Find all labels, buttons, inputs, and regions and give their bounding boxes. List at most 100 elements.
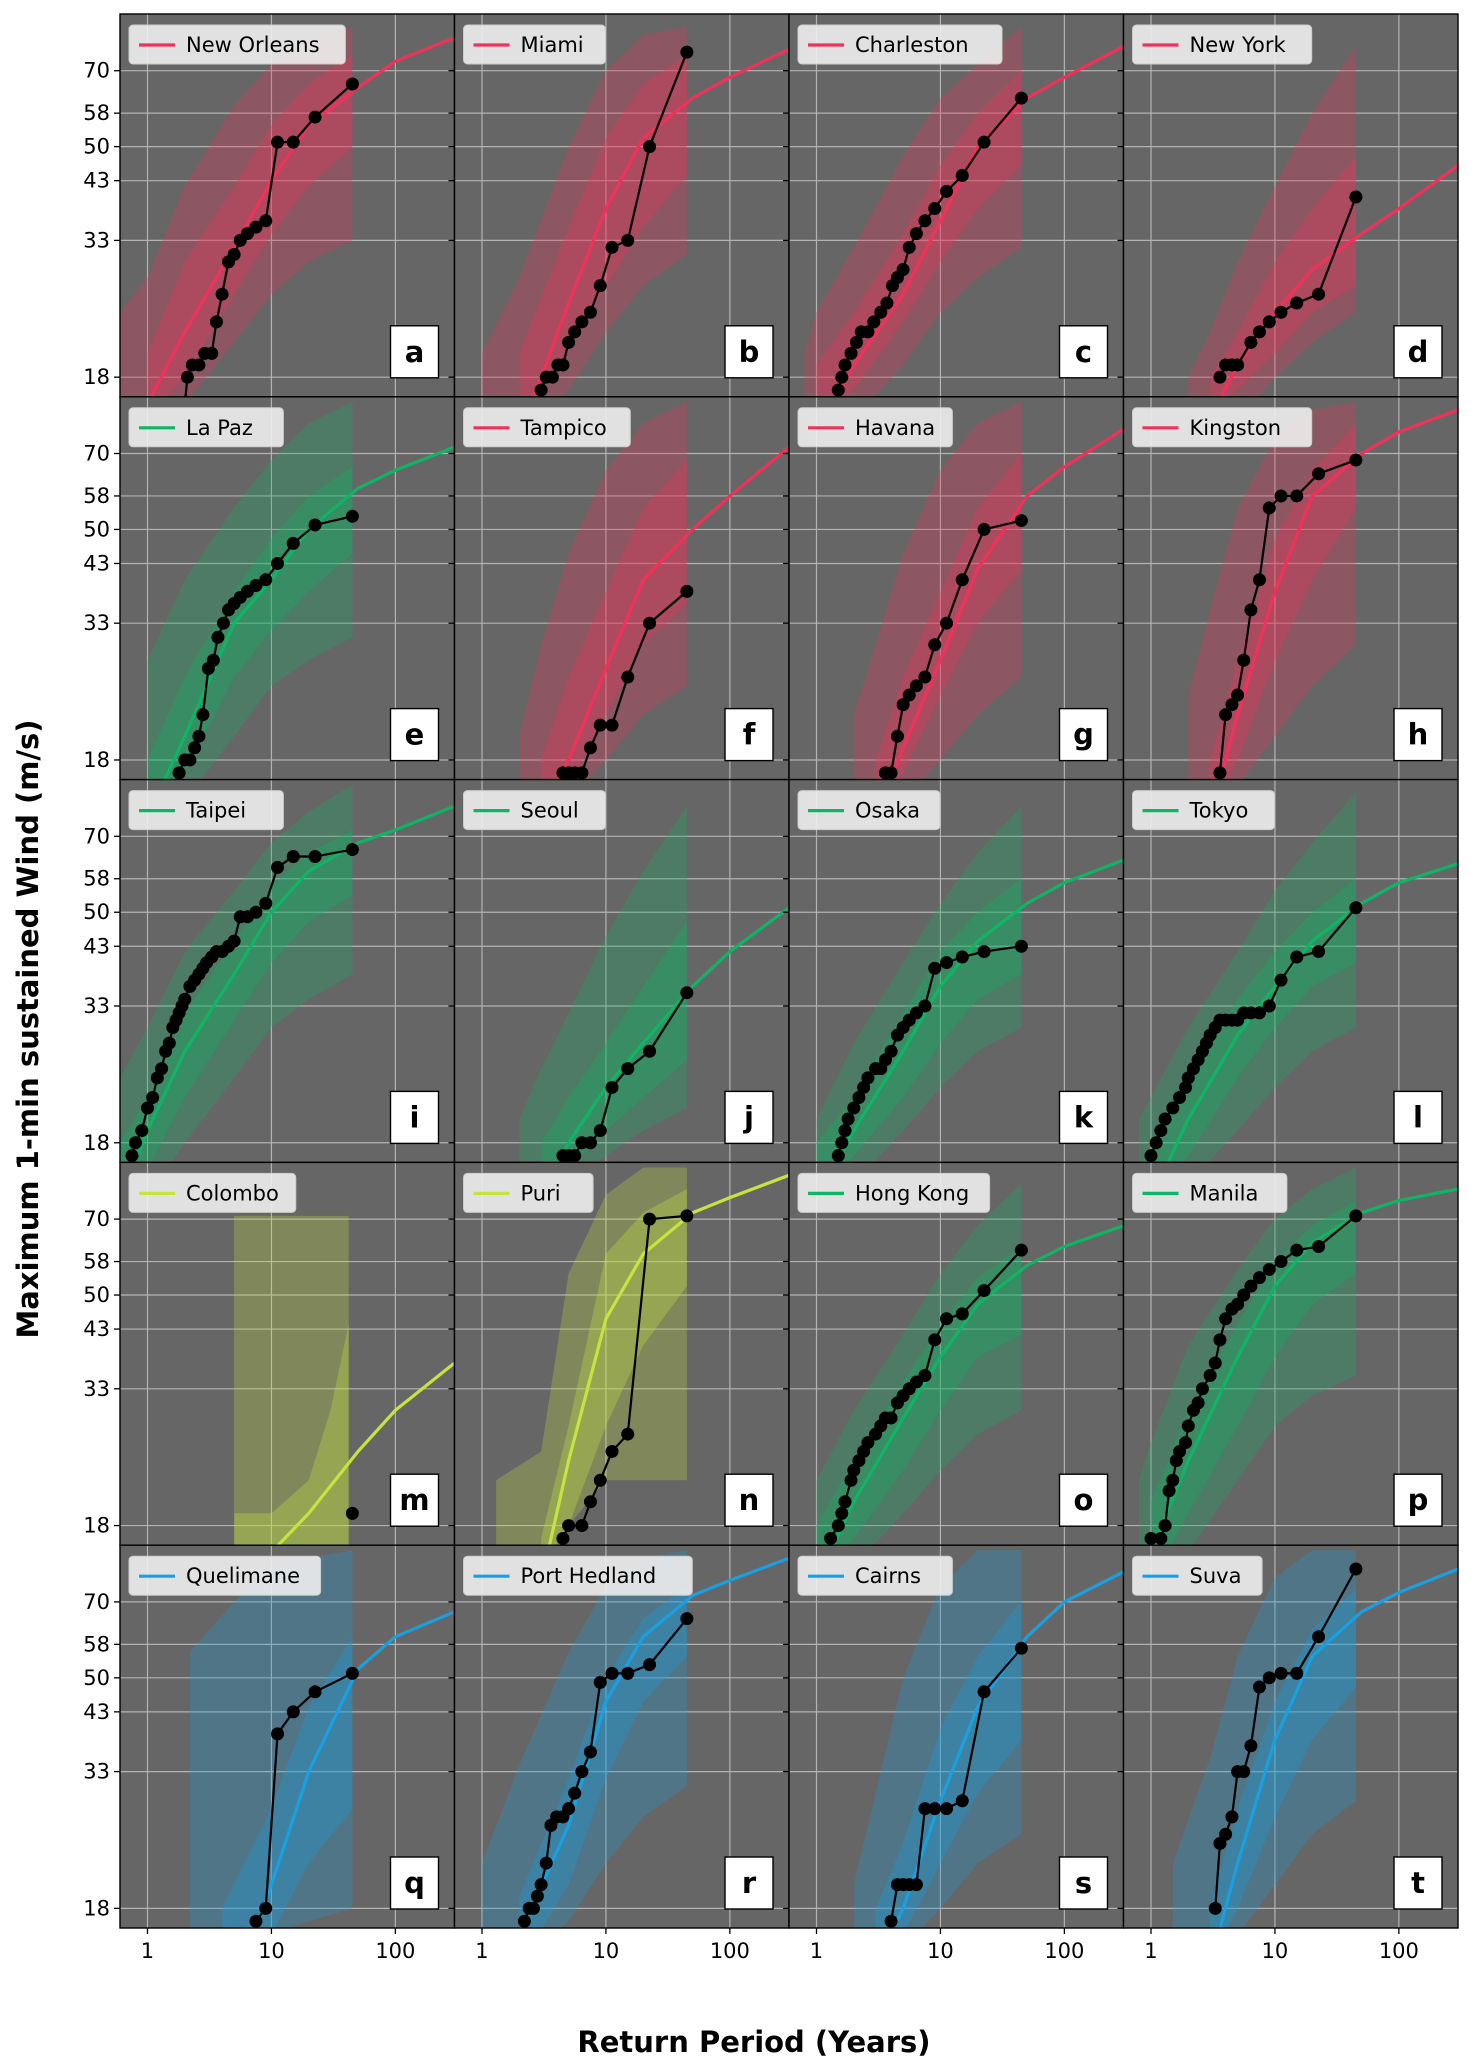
observed-point: [1208, 1356, 1222, 1370]
observed-point: [955, 1307, 969, 1321]
observed-point: [1290, 1666, 1304, 1680]
y-tick-label: 70: [83, 59, 110, 83]
plot-area: [120, 1162, 455, 1546]
observed-point: [140, 1101, 154, 1115]
plot-area: [789, 396, 1124, 780]
confidence-band-inner: [234, 1323, 349, 1546]
observed-point: [146, 1090, 160, 1104]
observed-point: [1231, 1297, 1245, 1311]
observed-point: [1191, 1396, 1205, 1410]
observed-point: [1349, 1209, 1363, 1223]
legend-box: [797, 1172, 991, 1213]
observed-point: [1179, 1436, 1193, 1450]
panel-s: 1 10 100 Cairns s: [783, 1544, 1125, 1963]
model-line: [888, 427, 1124, 780]
y-tick-label: 33: [83, 994, 110, 1018]
observed-point: [1274, 1255, 1288, 1269]
observed-point: [216, 616, 230, 630]
panel-frame: [1122, 1544, 1459, 1929]
observed-point: [1312, 287, 1326, 301]
legend: Seoul: [463, 790, 606, 831]
legend-box: [463, 790, 606, 831]
observed-point: [849, 335, 863, 349]
observed-point: [896, 698, 910, 712]
observed-point: [1014, 514, 1028, 528]
panel-f: Tampico f: [448, 396, 790, 781]
panels: 18 33 43 50 58 70 New Orleans a Miami b Charleston…: [83, 13, 1459, 1963]
panel-t: 1 10 100 Suva t: [1117, 1544, 1459, 1963]
confidence-band-outer: [481, 26, 687, 397]
model-line: [557, 906, 789, 1163]
observed-point: [841, 1112, 855, 1126]
panel-k: Osaka k: [783, 778, 1125, 1164]
legend: Hong Kong: [797, 1172, 991, 1213]
panel-label: m: [399, 1483, 429, 1517]
observed-point: [844, 346, 858, 360]
model-line: [1166, 862, 1458, 1163]
y-tick-label: 58: [83, 1632, 110, 1656]
legend-box: [128, 407, 284, 448]
observed-point: [286, 135, 300, 149]
x-tick-label: 1: [141, 1939, 154, 1963]
panel-g: Havana g: [783, 396, 1125, 781]
legend-box: [1132, 1172, 1288, 1213]
panel-label-box: [1393, 1473, 1443, 1527]
observed-point: [1349, 901, 1363, 915]
panel-q: 18 33 43 50 58 70 1 10 100 Quelimane q: [83, 1544, 456, 1963]
confidence-band-outer: [234, 1215, 349, 1546]
x-tick-label: 100: [1379, 1939, 1419, 1963]
confidence-band-inner: [1150, 1200, 1356, 1546]
panel-label: n: [739, 1483, 760, 1517]
observed-point: [575, 315, 589, 329]
observed-point: [308, 110, 322, 124]
panel-label: r: [742, 1866, 757, 1900]
observed-point: [526, 1901, 540, 1915]
legend: Kingston: [1132, 407, 1313, 448]
observed-point: [928, 1333, 942, 1347]
confidence-band-inner: [1210, 155, 1356, 397]
observed-point: [890, 729, 904, 743]
observed-point: [259, 1901, 273, 1915]
observed-point: [562, 1802, 576, 1816]
observed-point: [977, 135, 991, 149]
panel-j: Seoul j: [448, 778, 790, 1164]
observed-point: [249, 905, 263, 919]
panel-label: h: [1408, 718, 1429, 752]
panel-label-box: [724, 325, 774, 379]
confidence-band-outer: [804, 26, 1022, 397]
panel-label-box: [1058, 1473, 1109, 1527]
legend-label: Port Hedland: [521, 1564, 657, 1588]
observed-point: [1219, 1827, 1233, 1841]
panel-label-box: [724, 1090, 774, 1145]
legend-box: [797, 24, 1003, 65]
observed-point: [593, 1124, 607, 1138]
observed-point: [1290, 489, 1304, 503]
legend-label: Charleston: [855, 33, 969, 57]
panel-label: g: [1073, 718, 1094, 752]
x-tick-label: 10: [593, 1939, 620, 1963]
observed-point: [1231, 688, 1245, 702]
x-tick-label: 1: [810, 1939, 823, 1963]
observed-point: [517, 1914, 531, 1928]
legend: Osaka: [797, 790, 941, 831]
panel-label-box: [389, 1090, 440, 1145]
observed-point: [1312, 945, 1326, 959]
observed-point: [1225, 1810, 1239, 1824]
observed-point: [643, 1658, 657, 1672]
observed-point: [534, 383, 548, 397]
y-tick-label: 50: [83, 1283, 110, 1307]
plot-area: [454, 1545, 789, 1928]
plot-area: [789, 14, 1124, 397]
observed-point: [1225, 698, 1239, 712]
panel-label-box: [389, 1856, 440, 1910]
panel-a: 18 33 43 50 58 70 New Orleans a: [83, 13, 456, 398]
observed-point: [593, 1473, 607, 1487]
observed-point: [125, 1149, 139, 1163]
legend: Havana: [797, 407, 953, 448]
observed-point: [918, 214, 932, 228]
y-tick-label: 70: [83, 442, 110, 466]
y-tick-label: 43: [83, 1700, 110, 1724]
observed-point: [1181, 1419, 1195, 1433]
legend-label: Miami: [521, 33, 584, 57]
